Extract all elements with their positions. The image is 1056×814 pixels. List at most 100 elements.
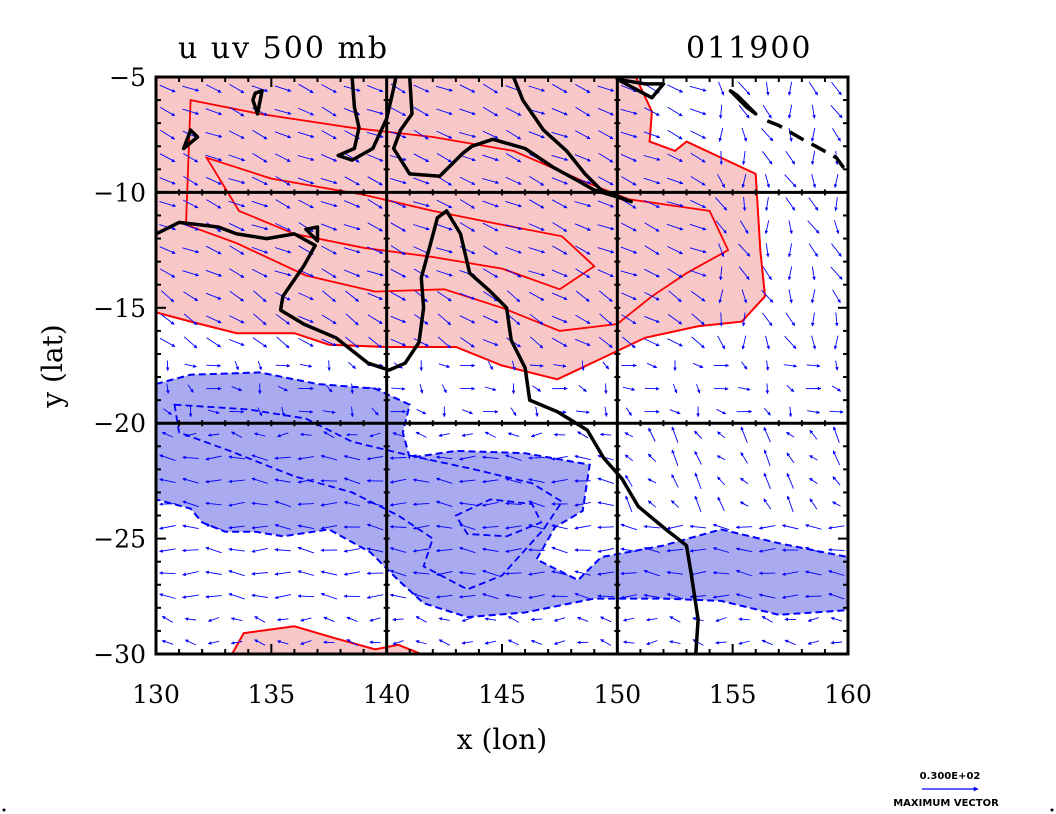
wind-vector-578 [690,152,706,163]
wind-vector-115 [253,432,266,437]
wind-vector-272 [389,593,407,599]
wind-vector-584 [690,290,706,302]
wind-vector-84 [229,290,244,302]
wind-vector-339 [462,409,473,415]
wind-vector-204 [344,176,360,186]
wind-vector-290 [415,431,427,438]
wind-vector-318 [435,500,453,508]
wind-vector-620 [712,546,730,553]
wind-vector-234 [367,292,383,300]
wind-vector-276 [413,106,429,117]
wind-vector-530 [644,199,660,208]
wind-vector-184 [322,290,336,303]
wind-vector-305 [436,199,453,209]
wind-vector-720 [805,546,822,554]
wind-vector-469 [574,525,591,530]
wind-vector-484 [598,290,613,303]
wind-vector-510 [621,314,637,325]
wind-vector-743 [832,501,841,507]
wind-vector-307 [435,247,453,254]
wind-vector-730 [834,197,838,212]
wind-vector-428 [551,154,569,161]
wind-vector-472 [574,592,591,600]
wind-vector-636 [741,335,747,350]
wind-vector-645 [735,547,753,553]
wind-vector-223 [346,616,358,623]
wind-vector-91 [228,455,245,460]
wind-vector-422 [528,594,545,600]
wind-vector-47 [182,594,199,599]
wind-vector-41 [182,455,199,460]
wind-vector-64 [207,409,220,415]
wind-vector-33 [182,270,200,277]
wind-vector-424 [530,639,543,645]
x-tick-label-135: 135 [247,680,295,709]
wind-vector-421 [528,571,545,576]
wind-vector-58 [205,269,223,277]
wind-vector-289 [416,408,427,415]
wind-vector-20 [159,548,176,553]
wind-vector-399 [507,639,520,646]
positive-u-region-0 [156,77,767,381]
wind-vector-312 [438,363,451,368]
wind-vector-50 [205,84,222,93]
wind-vector-330 [459,199,476,209]
wind-vector-260 [390,315,407,323]
wind-vector-82 [229,245,245,255]
wind-vector-686 [784,335,797,350]
wind-vector-315 [438,433,450,437]
wind-vector-129 [275,176,291,186]
wind-vector-119 [251,525,268,530]
reference-vector-caption: MAXIMUM VECTOR [893,798,999,809]
wind-vector-497 [597,594,614,598]
wind-vector-689 [788,406,793,418]
wind-vector-235 [367,314,383,325]
wind-vector-30 [182,199,199,209]
wind-vector-270 [389,547,407,553]
wind-vector-513 [622,386,636,391]
wind-vector-632 [738,243,751,257]
wind-vector-177 [321,130,337,140]
wind-vector-642 [740,477,749,485]
wind-vector-228 [367,154,384,162]
wind-vector-552 [667,129,683,140]
wind-vector-377 [506,129,522,140]
wind-vector-248 [369,617,381,622]
wind-vector-194 [320,525,338,530]
wind-vector-302 [436,130,453,139]
wind-vector-68 [205,501,222,506]
wind-vector-121 [251,571,268,576]
wind-vector-291 [412,454,430,461]
wind-vector-226 [366,108,384,115]
wind-vector-278 [413,153,430,163]
wind-vector-72 [205,594,222,599]
wind-vector-556 [666,223,684,231]
x-tick-label-160: 160 [824,680,872,709]
wind-vector-676 [787,104,793,119]
wind-vector-297 [412,593,430,600]
wind-vector-field [159,81,845,646]
wind-vector-255 [390,200,407,208]
wind-vector-269 [389,524,407,529]
wind-vector-476 [597,107,614,116]
wind-vector-362 [487,361,494,371]
wind-vector-423 [530,617,543,622]
wind-vector-5 [159,201,177,208]
wind-vector-411 [529,336,544,349]
wind-vector-355 [482,200,499,208]
wind-vector-657 [765,243,770,258]
wind-vector-266 [389,456,407,460]
wind-vector-165 [300,432,312,437]
wind-vector-230 [367,199,383,209]
wind-vector-114 [257,407,263,417]
wind-vector-692 [786,472,794,489]
wind-vector-164 [298,410,314,414]
wind-vector-310 [437,313,452,326]
wind-vector-623 [715,617,727,622]
wind-vector-670 [758,548,776,553]
wind-vector-747 [828,592,845,600]
wind-vector-540 [648,427,656,442]
wind-vector-381 [505,224,523,231]
wind-vector-537 [646,362,658,369]
wind-vector-441 [551,455,568,461]
